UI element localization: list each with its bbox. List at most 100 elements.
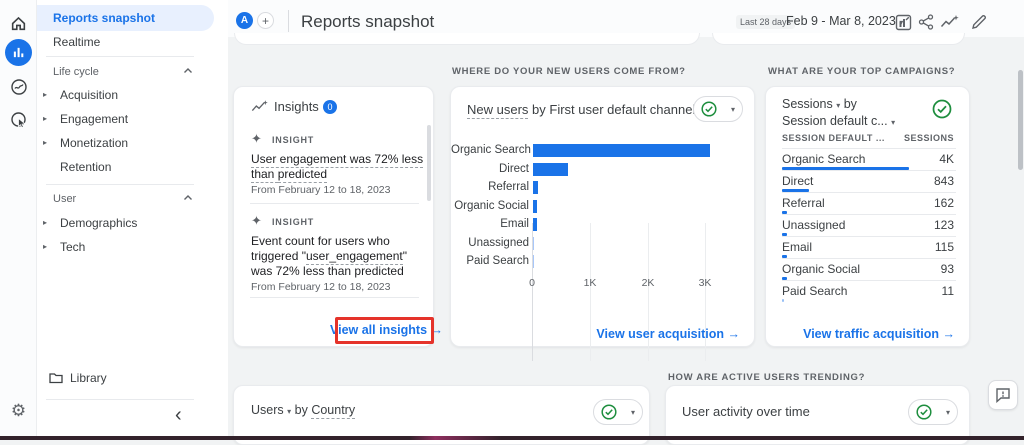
row-divider	[782, 192, 956, 193]
sidebar-item-realtime[interactable]: Realtime	[53, 35, 101, 49]
table-row-label[interactable]: Email	[782, 240, 813, 254]
chart-gridline	[705, 223, 706, 361]
home-icon[interactable]	[6, 11, 31, 36]
row-divider	[782, 258, 956, 259]
sidebar-collapse-button[interactable]: ‹	[175, 404, 182, 427]
sidebar-item-retention[interactable]: Retention	[37, 158, 214, 178]
row-bar	[782, 189, 809, 192]
insight-item-title[interactable]: User engagement was 72% less than predic…	[251, 152, 424, 183]
table-row-value: 4K	[939, 152, 954, 166]
section-header-active-users: HOW ARE ACTIVE USERS TRENDING?	[668, 372, 866, 383]
sidebar-item-engagement[interactable]: ▸ Engagement	[37, 110, 214, 130]
caret-down-icon: ▾	[836, 101, 841, 110]
chart-bar-organic-social[interactable]	[533, 200, 537, 213]
settings-gear-icon[interactable]: ⚙	[6, 398, 31, 423]
report-nav-sidebar: Reports snapshot Realtime Life cycle ▸ A…	[37, 0, 228, 437]
chart-category-label: Organic Social	[454, 200, 529, 212]
campaigns-dimension-selector[interactable]: Session default c... ▾	[782, 114, 896, 128]
chart-bar-paid-search[interactable]	[533, 255, 534, 268]
chart-validity-pill[interactable]: ▾	[593, 399, 643, 425]
chart-category-label: Organic Search	[451, 144, 531, 156]
chart-bar-organic-search[interactable]	[533, 144, 710, 157]
insight-item-date: From February 12 to 18, 2023	[251, 281, 391, 293]
chart-bar-referral[interactable]	[533, 181, 538, 194]
sidebar-item-monetization-label: Monetization	[60, 136, 129, 150]
chart-category-label: Direct	[498, 163, 529, 175]
sidebar-item-demographics[interactable]: ▸ Demographics	[37, 214, 214, 234]
share-icon[interactable]	[915, 11, 937, 33]
caret-down-icon: ▾	[891, 118, 896, 127]
caret-down-icon: ▾	[945, 407, 950, 417]
sidebar-item-demographics-label: Demographics	[60, 216, 138, 230]
sidebar-item-library[interactable]: Library	[37, 369, 214, 389]
row-bar	[782, 211, 788, 214]
table-row-label[interactable]: Referral	[782, 196, 825, 210]
chart-gridline	[648, 223, 649, 361]
window-bottom-edge	[0, 436, 1024, 440]
insights-sparkle-icon[interactable]	[938, 11, 960, 33]
table-row-value: 123	[933, 218, 954, 232]
caret-down-icon: ▾	[287, 407, 292, 416]
row-divider	[782, 236, 956, 237]
date-range-selector[interactable]: Feb 9 - Mar 8, 2023 ▾	[786, 14, 903, 28]
insight-sparkle-icon: ✦	[251, 131, 262, 146]
expand-arrow-icon: ▸	[43, 242, 48, 251]
edit-pencil-icon[interactable]	[968, 11, 990, 33]
insight-item-title[interactable]: Event count for users who triggered "use…	[251, 234, 407, 278]
row-bar	[782, 255, 787, 258]
sidebar-item-tech[interactable]: ▸ Tech	[37, 238, 214, 258]
view-user-acquisition-link[interactable]: View user acquisition →	[596, 327, 740, 341]
row-divider	[782, 170, 956, 171]
chart-validity-pill[interactable]: ▾	[908, 399, 958, 425]
table-col-dimension: SESSION DEFAULT ...	[782, 133, 885, 143]
table-row-label[interactable]: Organic Search	[782, 152, 866, 166]
view-traffic-acquisition-link[interactable]: View traffic acquisition →	[803, 327, 955, 341]
user-activity-card: User activity over time ▾	[665, 385, 970, 445]
add-comparison-button[interactable]: +	[257, 12, 274, 29]
chart-category-label: Referral	[488, 181, 529, 193]
table-row-label[interactable]: Unassigned	[782, 218, 846, 232]
row-divider	[782, 280, 956, 281]
chart-bar-direct[interactable]	[533, 163, 568, 176]
users-country-selector[interactable]: Users ▾ by Country	[251, 403, 356, 419]
customize-report-icon[interactable]	[892, 11, 914, 33]
top-campaigns-card: Sessions ▾ by Session default c... ▾ SES…	[765, 86, 970, 347]
date-range-label: Last 28 days	[736, 15, 796, 29]
explore-icon[interactable]	[6, 74, 31, 99]
chart-category-label: Email	[500, 218, 529, 230]
check-circle-icon[interactable]	[932, 99, 952, 119]
campaigns-metric-selector[interactable]: Sessions ▾ by	[782, 97, 857, 111]
sidebar-item-reports-snapshot[interactable]	[37, 5, 214, 31]
row-divider	[782, 148, 956, 149]
new-users-card-title[interactable]: New users by First user default channel …	[467, 102, 740, 119]
caret-down-icon: ▾	[730, 104, 735, 114]
plus-glyph: +	[261, 13, 269, 28]
table-row-label[interactable]: Paid Search	[782, 284, 848, 298]
sidebar-item-acquisition[interactable]: ▸ Acquisition	[37, 86, 214, 106]
row-bar	[782, 233, 787, 236]
section-header-new-users: WHERE DO YOUR NEW USERS COME FROM?	[452, 66, 686, 77]
chart-bar-unassigned[interactable]	[533, 237, 535, 250]
card-scrollbar[interactable]	[427, 125, 431, 201]
collapse-chevron-icon[interactable]	[183, 194, 193, 202]
table-row-label[interactable]: Direct	[782, 174, 814, 188]
collapse-chevron-icon[interactable]	[183, 67, 193, 75]
reports-icon[interactable]	[5, 39, 32, 66]
x-tick: 3K	[698, 277, 712, 289]
sidebar-item-monetization[interactable]: ▸ Monetization	[37, 134, 214, 154]
sidebar-divider	[46, 399, 194, 400]
expand-arrow-icon: ▸	[43, 114, 48, 123]
table-row-label[interactable]: Organic Social	[782, 262, 861, 276]
feedback-button[interactable]	[988, 380, 1018, 410]
chart-validity-pill[interactable]: ▾	[693, 96, 743, 122]
check-circle-icon	[701, 101, 717, 117]
advertising-icon[interactable]	[6, 107, 31, 132]
page-scrollbar[interactable]	[1018, 70, 1023, 170]
row-divider	[782, 214, 956, 215]
feedback-bubble-icon	[995, 387, 1011, 403]
account-avatar[interactable]: A	[236, 12, 253, 29]
sidebar-item-retention-label: Retention	[60, 160, 112, 174]
check-circle-icon	[916, 404, 932, 420]
insight-divider	[250, 297, 419, 298]
chart-bar-email[interactable]	[533, 218, 537, 231]
